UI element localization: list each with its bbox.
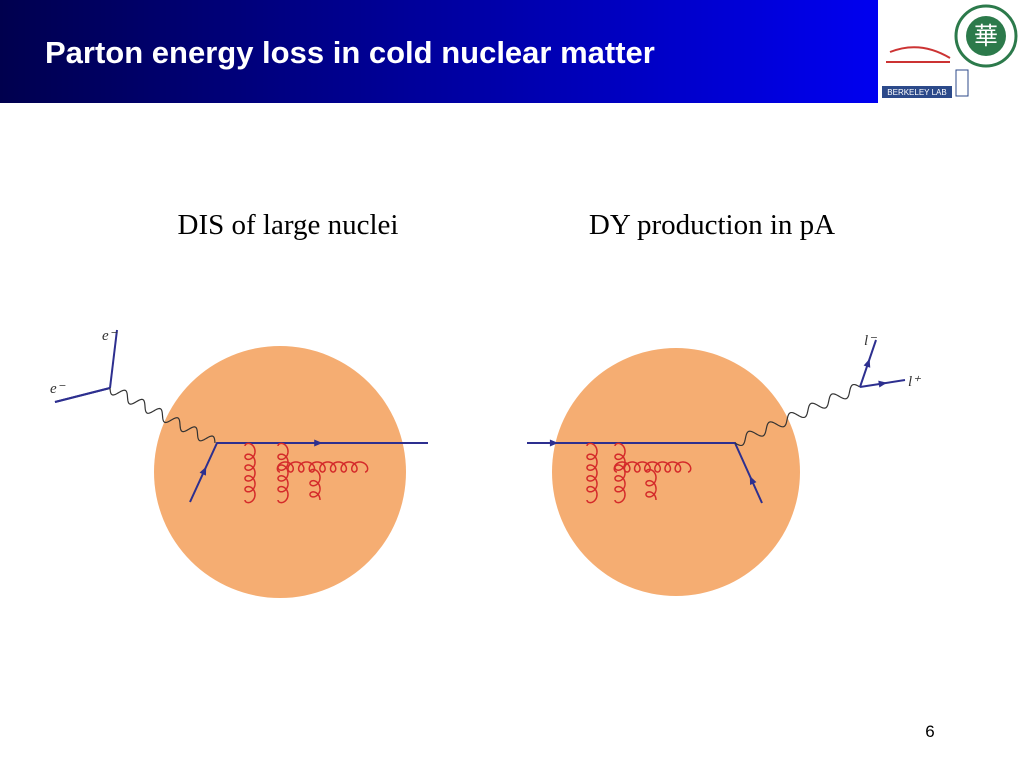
gluon	[244, 442, 256, 504]
gluon	[277, 442, 289, 504]
gluon	[586, 442, 598, 504]
particle-label: e⁻	[102, 328, 118, 344]
arrow-head	[863, 358, 871, 368]
photon	[109, 387, 216, 444]
particle-label: l⁻	[864, 333, 877, 349]
lab-logo: BERKELEY LAB	[887, 88, 946, 97]
quark	[109, 329, 118, 389]
gluon	[613, 461, 692, 473]
logos: 華 BERKELEY LAB	[882, 4, 1018, 98]
photon	[734, 383, 861, 447]
title-bar	[0, 0, 878, 103]
quark	[189, 442, 428, 503]
arrow-head	[314, 439, 323, 447]
particle-label: l⁺	[908, 374, 921, 390]
slide-title: Parton energy loss in cold nuclear matte…	[45, 35, 655, 70]
particle-label: e⁻	[50, 381, 66, 397]
gluon	[276, 461, 369, 473]
diagrams	[54, 329, 906, 598]
gluon	[614, 442, 626, 504]
panel-caption: DIS of large nuclei	[178, 209, 399, 241]
arrow-head	[878, 380, 887, 388]
panel-caption: DY production in pA	[589, 209, 835, 241]
page-number: 6	[925, 722, 934, 741]
gluon	[309, 468, 321, 501]
quark	[54, 387, 111, 403]
arrow-head	[549, 439, 559, 447]
gluon	[645, 468, 657, 501]
university-logo: 華	[974, 22, 998, 50]
arrow-head	[199, 466, 207, 476]
arrow-head	[749, 476, 757, 485]
